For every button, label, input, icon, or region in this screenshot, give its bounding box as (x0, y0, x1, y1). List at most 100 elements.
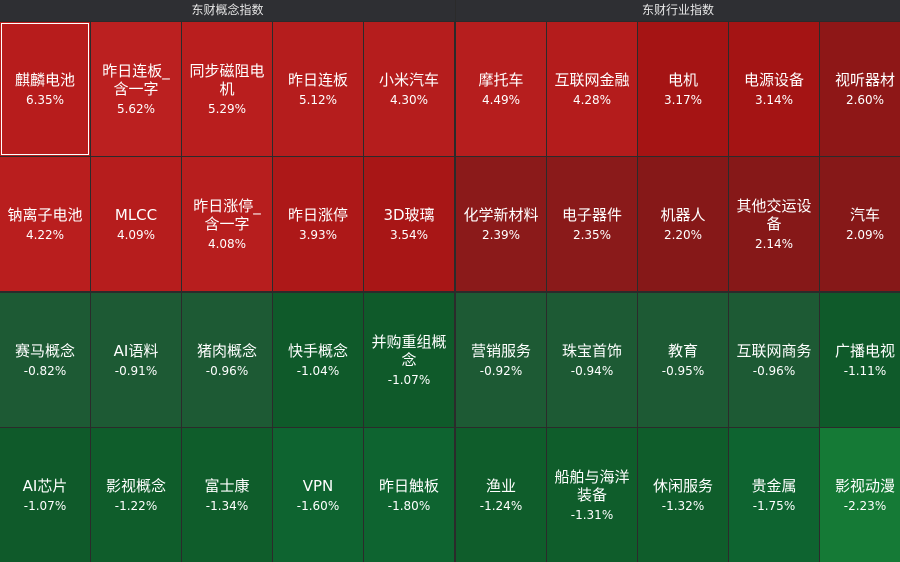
tile-name: 昨日涨停 (287, 205, 348, 224)
tile-name: 机器人 (660, 205, 706, 224)
heatmap-tile[interactable]: AI语料 -0.91% (91, 293, 181, 427)
tile-change-percent: 4.30% (389, 92, 429, 107)
heatmap-tile[interactable]: 电机 3.17% (638, 22, 728, 156)
tile-name: VPN (302, 476, 334, 495)
heatmap-tile[interactable]: 麒麟电池 6.35% (0, 22, 90, 156)
tile-change-percent: -1.04% (296, 363, 340, 378)
tile-change-percent: 2.60% (845, 92, 885, 107)
tile-change-percent: -1.31% (570, 507, 614, 522)
tile-name: 电源设备 (743, 70, 804, 89)
tile-change-percent: 2.09% (845, 227, 885, 242)
heatmap-tile[interactable]: 休闲服务 -1.32% (638, 428, 728, 562)
tile-change-percent: 5.62% (116, 101, 156, 116)
tile-change-percent: 2.39% (481, 227, 521, 242)
heatmap-tile[interactable]: 并购重组概念 -1.07% (364, 293, 454, 427)
heatmap-tile[interactable]: 富士康 -1.34% (182, 428, 272, 562)
tile-name: 其他交运设备 (736, 196, 812, 233)
tile-change-percent: 4.09% (116, 227, 156, 242)
tile-name: 快手概念 (287, 341, 348, 360)
heatmap-tile[interactable]: 视听器材 2.60% (820, 22, 900, 156)
tile-name: 渔业 (485, 476, 516, 495)
heatmap-tile[interactable]: 船舶与海洋装备 -1.31% (547, 428, 637, 562)
tile-change-percent: 6.35% (25, 92, 65, 107)
tile-change-percent: -1.80% (387, 498, 431, 513)
tile-change-percent: 2.35% (572, 227, 612, 242)
tile-name: MLCC (114, 205, 158, 224)
heatmap-tile[interactable]: 化学新材料 2.39% (456, 157, 546, 291)
tile-name: 贵金属 (751, 476, 797, 495)
heatmap-tile[interactable]: 渔业 -1.24% (456, 428, 546, 562)
tile-change-percent: -1.07% (23, 498, 67, 513)
tile-change-percent: -0.95% (661, 363, 705, 378)
tile-change-percent: 3.54% (389, 227, 429, 242)
tile-name: 教育 (667, 341, 698, 360)
industry-index-header: 东财行业指数 (456, 0, 900, 21)
tile-name: 珠宝首饰 (561, 341, 622, 360)
tile-name: 视听器材 (834, 70, 895, 89)
heatmap-tile[interactable]: 昨日涨停 3.93% (273, 157, 363, 291)
tile-change-percent: -1.24% (479, 498, 523, 513)
heatmap-tile[interactable]: 广播电视 -1.11% (820, 293, 900, 427)
tile-change-percent: 3.93% (298, 227, 338, 242)
heatmap-tile[interactable]: 昨日连板_含一字 5.62% (91, 22, 181, 156)
tile-name: 赛马概念 (14, 341, 75, 360)
tile-name: 船舶与海洋装备 (554, 467, 630, 504)
tile-name: 互联网商务 (736, 341, 812, 360)
tile-change-percent: 4.28% (572, 92, 612, 107)
heatmap-tile[interactable]: 摩托车 4.49% (456, 22, 546, 156)
heatmap-tile[interactable]: 互联网金融 4.28% (547, 22, 637, 156)
tile-change-percent: -1.60% (296, 498, 340, 513)
heatmap-tile[interactable]: AI芯片 -1.07% (0, 428, 90, 562)
tile-name: 3D玻璃 (383, 205, 435, 224)
heatmap-tile[interactable]: 钠离子电池 4.22% (0, 157, 90, 291)
heatmap-tile[interactable]: VPN -1.60% (273, 428, 363, 562)
heatmap-tile[interactable]: 猪肉概念 -0.96% (182, 293, 272, 427)
tile-name: 昨日连板_含一字 (102, 61, 170, 98)
tile-change-percent: 5.29% (207, 101, 247, 116)
tile-name: 互联网金融 (554, 70, 630, 89)
tile-change-percent: 4.08% (207, 236, 247, 251)
heatmap-tile[interactable]: 珠宝首饰 -0.94% (547, 293, 637, 427)
heatmap-tile[interactable]: 其他交运设备 2.14% (729, 157, 819, 291)
tile-name: 化学新材料 (463, 205, 539, 224)
heatmap-tile[interactable]: 教育 -0.95% (638, 293, 728, 427)
tile-change-percent: 3.14% (754, 92, 794, 107)
tile-change-percent: 3.17% (663, 92, 703, 107)
heatmap-tile[interactable]: 昨日触板 -1.80% (364, 428, 454, 562)
tile-change-percent: 2.14% (754, 236, 794, 251)
tile-change-percent: 2.20% (663, 227, 703, 242)
heatmap-tile[interactable]: 3D玻璃 3.54% (364, 157, 454, 291)
tile-name: AI语料 (113, 341, 159, 360)
tile-change-percent: -1.07% (387, 372, 431, 387)
heatmap-tile[interactable]: 影视概念 -1.22% (91, 428, 181, 562)
heatmap-tile[interactable]: 汽车 2.09% (820, 157, 900, 291)
heatmap-tile[interactable]: 营销服务 -0.92% (456, 293, 546, 427)
tile-name: 昨日连板 (287, 70, 348, 89)
heatmap-tile[interactable]: 机器人 2.20% (638, 157, 728, 291)
heatmap-tile[interactable]: 电子器件 2.35% (547, 157, 637, 291)
heatmap-tile[interactable]: 影视动漫 -2.23% (820, 428, 900, 562)
tile-change-percent: -0.94% (570, 363, 614, 378)
tile-change-percent: -0.96% (752, 363, 796, 378)
tile-change-percent: 4.49% (481, 92, 521, 107)
tile-name: 营销服务 (470, 341, 531, 360)
heatmap-tile[interactable]: 小米汽车 4.30% (364, 22, 454, 156)
tile-name: 广播电视 (834, 341, 895, 360)
tile-name: 猪肉概念 (196, 341, 257, 360)
tile-change-percent: -0.92% (479, 363, 523, 378)
heatmap-tile[interactable]: 昨日涨停_含一字 4.08% (182, 157, 272, 291)
tile-change-percent: -1.22% (114, 498, 158, 513)
heatmap-tile[interactable]: 互联网商务 -0.96% (729, 293, 819, 427)
heatmap-tile[interactable]: 赛马概念 -0.82% (0, 293, 90, 427)
tile-name: 同步磁阻电机 (189, 61, 265, 98)
heatmap-tile[interactable]: 同步磁阻电机 5.29% (182, 22, 272, 156)
heatmap-tile[interactable]: 昨日连板 5.12% (273, 22, 363, 156)
heatmap-tile[interactable]: 贵金属 -1.75% (729, 428, 819, 562)
heatmap-tile[interactable]: 快手概念 -1.04% (273, 293, 363, 427)
heatmap-tile[interactable]: MLCC 4.09% (91, 157, 181, 291)
tile-name: AI芯片 (22, 476, 68, 495)
tile-name: 富士康 (204, 476, 250, 495)
tile-name: 小米汽车 (378, 70, 439, 89)
tile-name: 汽车 (849, 205, 880, 224)
heatmap-tile[interactable]: 电源设备 3.14% (729, 22, 819, 156)
